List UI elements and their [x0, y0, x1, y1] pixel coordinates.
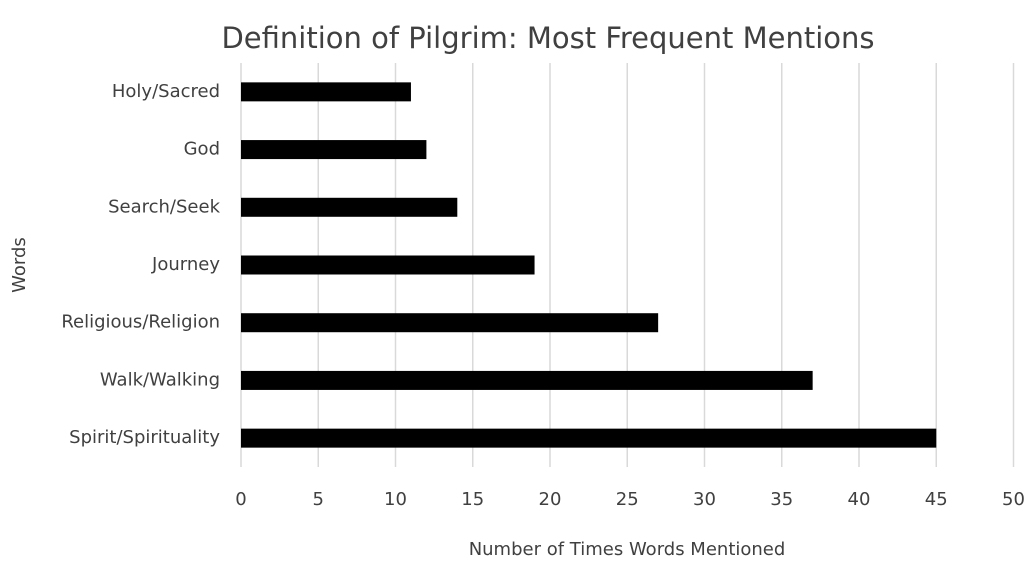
y-tick-label: Spirit/Spirituality	[69, 427, 220, 448]
bar	[241, 140, 427, 160]
y-tick-label: Journey	[151, 254, 220, 275]
x-tick-label: 50	[1002, 489, 1025, 510]
bar	[241, 197, 458, 217]
y-tick-label: God	[184, 139, 220, 160]
bar	[241, 370, 813, 390]
x-tick-label: 5	[313, 489, 324, 510]
x-tick-label: 35	[770, 489, 793, 510]
y-tick-label: Search/Seek	[108, 196, 220, 217]
chart-title: Definition of Pilgrim: Most Frequent Men…	[221, 21, 874, 55]
bar	[241, 428, 937, 448]
y-tick-label: Holy/Sacred	[112, 81, 220, 102]
bar	[241, 313, 659, 333]
x-tick-label: 20	[539, 489, 562, 510]
x-tick-label: 15	[461, 489, 484, 510]
bar	[241, 82, 411, 102]
x-axis-label: Number of Times Words Mentioned	[469, 539, 786, 560]
x-tick-label: 30	[693, 489, 716, 510]
y-axis-label: Words	[9, 237, 30, 293]
y-tick-label: Religious/Religion	[61, 312, 220, 333]
x-tick-label: 10	[384, 489, 407, 510]
x-tick-label: 0	[235, 489, 246, 510]
bar	[241, 255, 535, 275]
x-tick-label: 45	[925, 489, 948, 510]
x-tick-label: 25	[616, 489, 639, 510]
y-tick-label: Walk/Walking	[100, 369, 220, 390]
x-tick-label: 40	[848, 489, 871, 510]
